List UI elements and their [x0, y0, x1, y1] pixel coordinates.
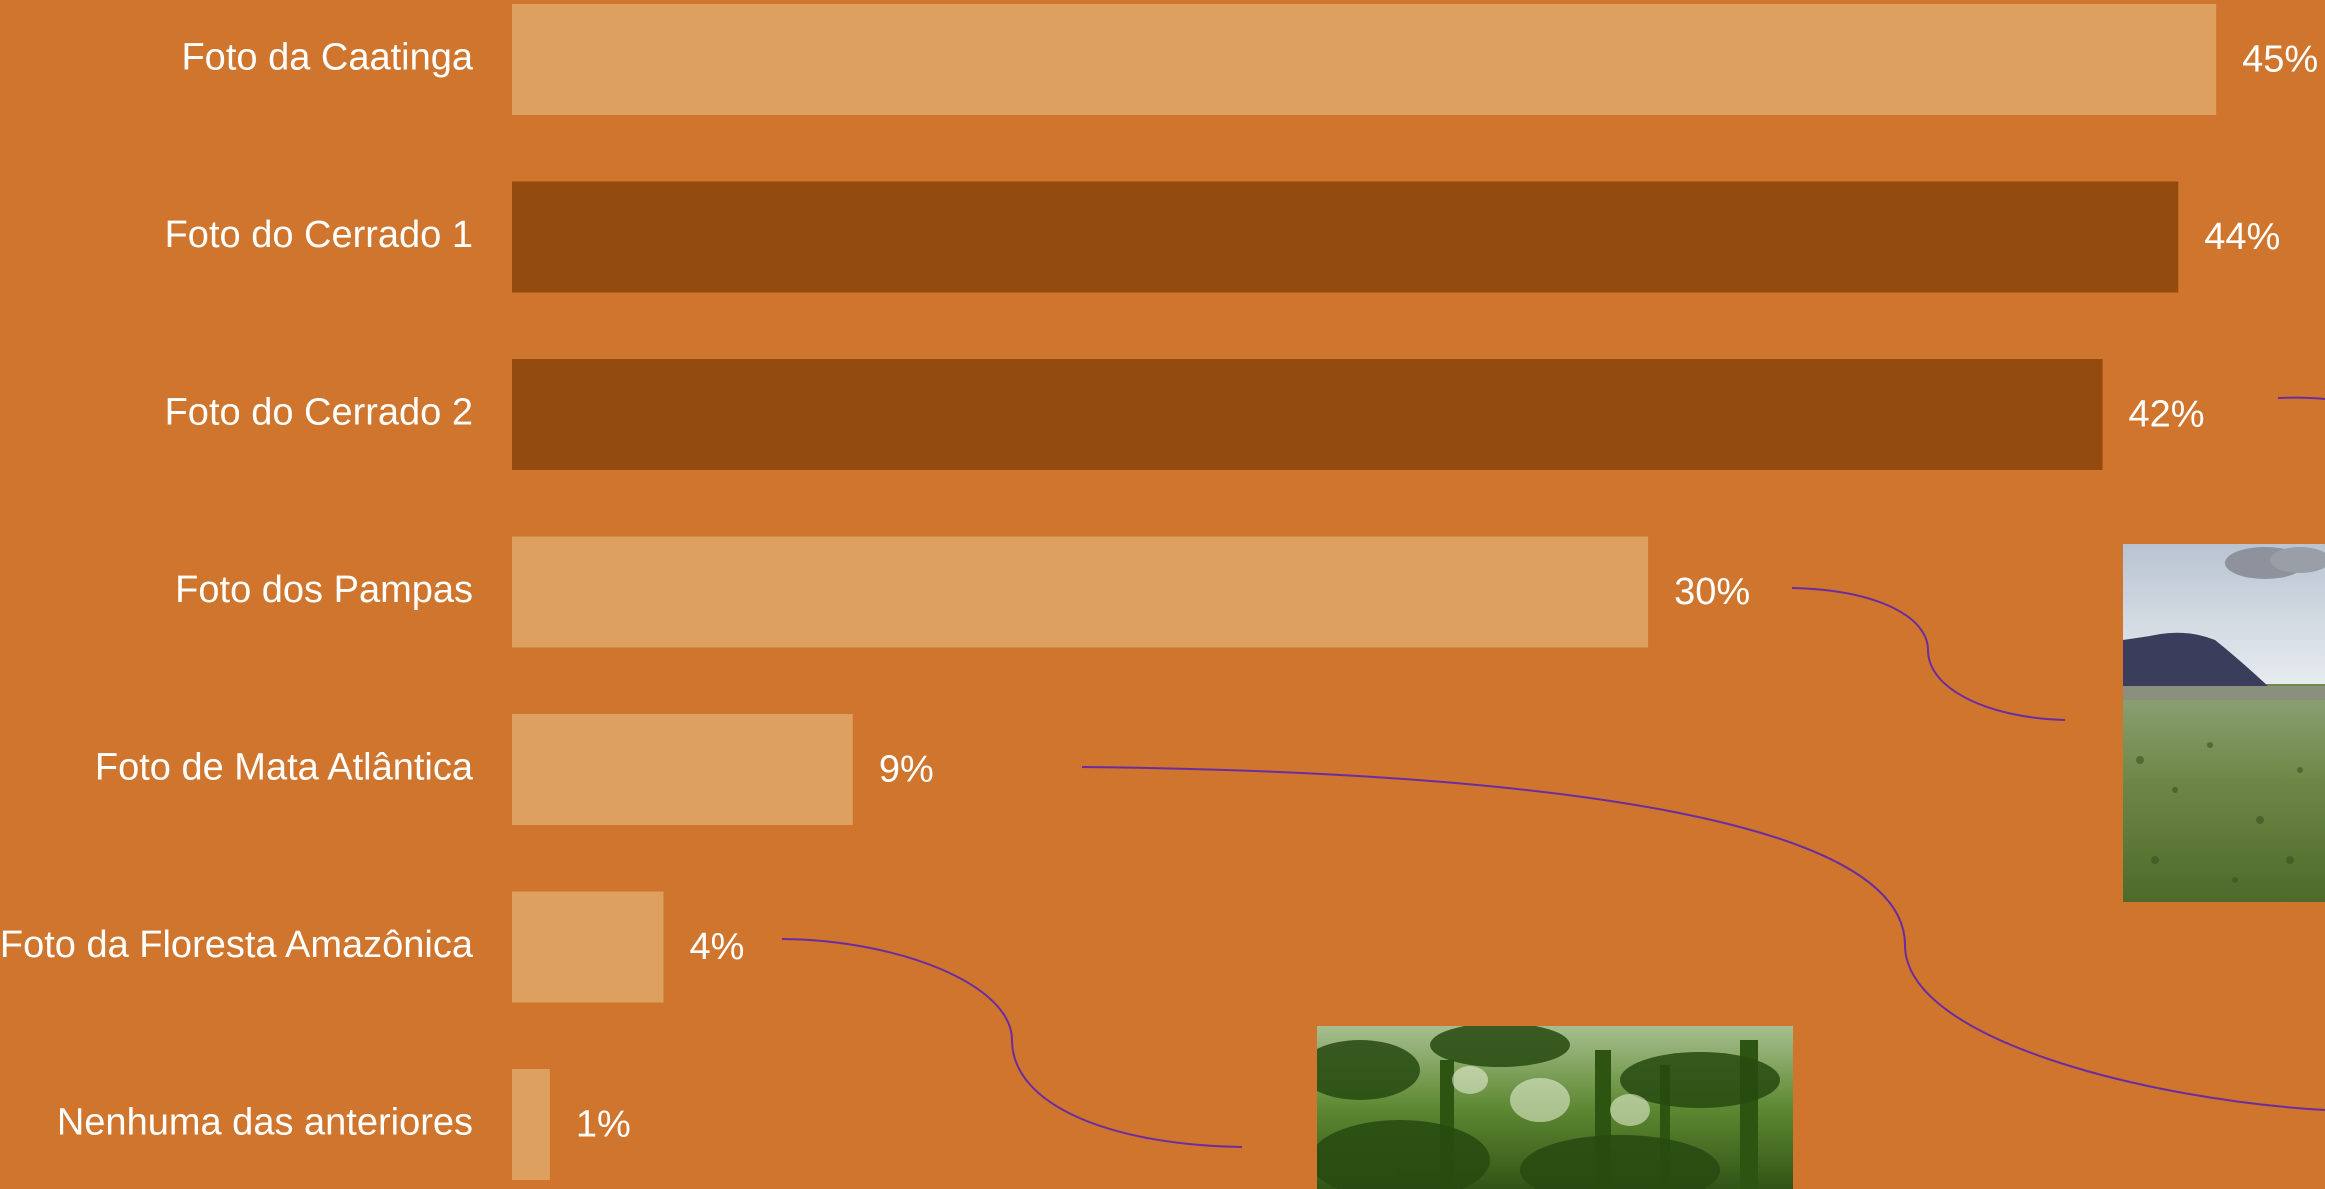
amazon-forest-photo	[1317, 1026, 1793, 1189]
bar-foto-do-cerrado-2	[512, 359, 2103, 470]
value-label: 45%	[2242, 39, 2318, 81]
category-label: Foto da Floresta Amazônica	[0, 924, 474, 966]
value-label: 30%	[1674, 571, 1750, 613]
value-label: 4%	[689, 926, 744, 968]
connector-curve-mata-atlantica	[1081, 766, 2325, 1111]
connector-curve-amazonia	[781, 938, 1243, 1148]
value-labels: 45% 44% 42% 30% 9% 4% 1%	[576, 39, 2318, 1146]
bars-group	[512, 4, 2217, 1180]
bar-foto-do-cerrado-1	[512, 181, 2179, 293]
category-label: Foto do Cerrado 1	[165, 214, 473, 256]
category-label: Nenhuma das anteriores	[57, 1102, 473, 1144]
category-label: Foto de Mata Atlântica	[95, 747, 474, 789]
bar-foto-dos-pampas	[512, 536, 1649, 648]
pampas-landscape-photo	[2123, 544, 2325, 902]
category-label: Foto da Caatinga	[181, 37, 473, 79]
bar-nenhuma-das-anteriores	[512, 1069, 550, 1180]
value-label: 44%	[2204, 216, 2280, 258]
value-label: 1%	[576, 1104, 631, 1146]
value-label: 9%	[879, 749, 934, 791]
category-label: Foto do Cerrado 2	[165, 392, 473, 434]
value-label: 42%	[2129, 394, 2205, 436]
connector-curve-cerrado	[2277, 396, 2325, 400]
connector-lines	[781, 396, 2325, 1148]
bar-foto-de-mata-atlantica	[512, 714, 853, 825]
connector-curve-pampas	[1791, 587, 2066, 721]
bar-foto-da-caatinga	[512, 4, 2217, 115]
bar-foto-da-floresta-amazonica	[512, 891, 664, 1003]
category-labels: Foto da Caatinga Foto do Cerrado 1 Foto do…	[0, 37, 474, 1144]
category-label: Foto dos Pampas	[175, 569, 473, 611]
